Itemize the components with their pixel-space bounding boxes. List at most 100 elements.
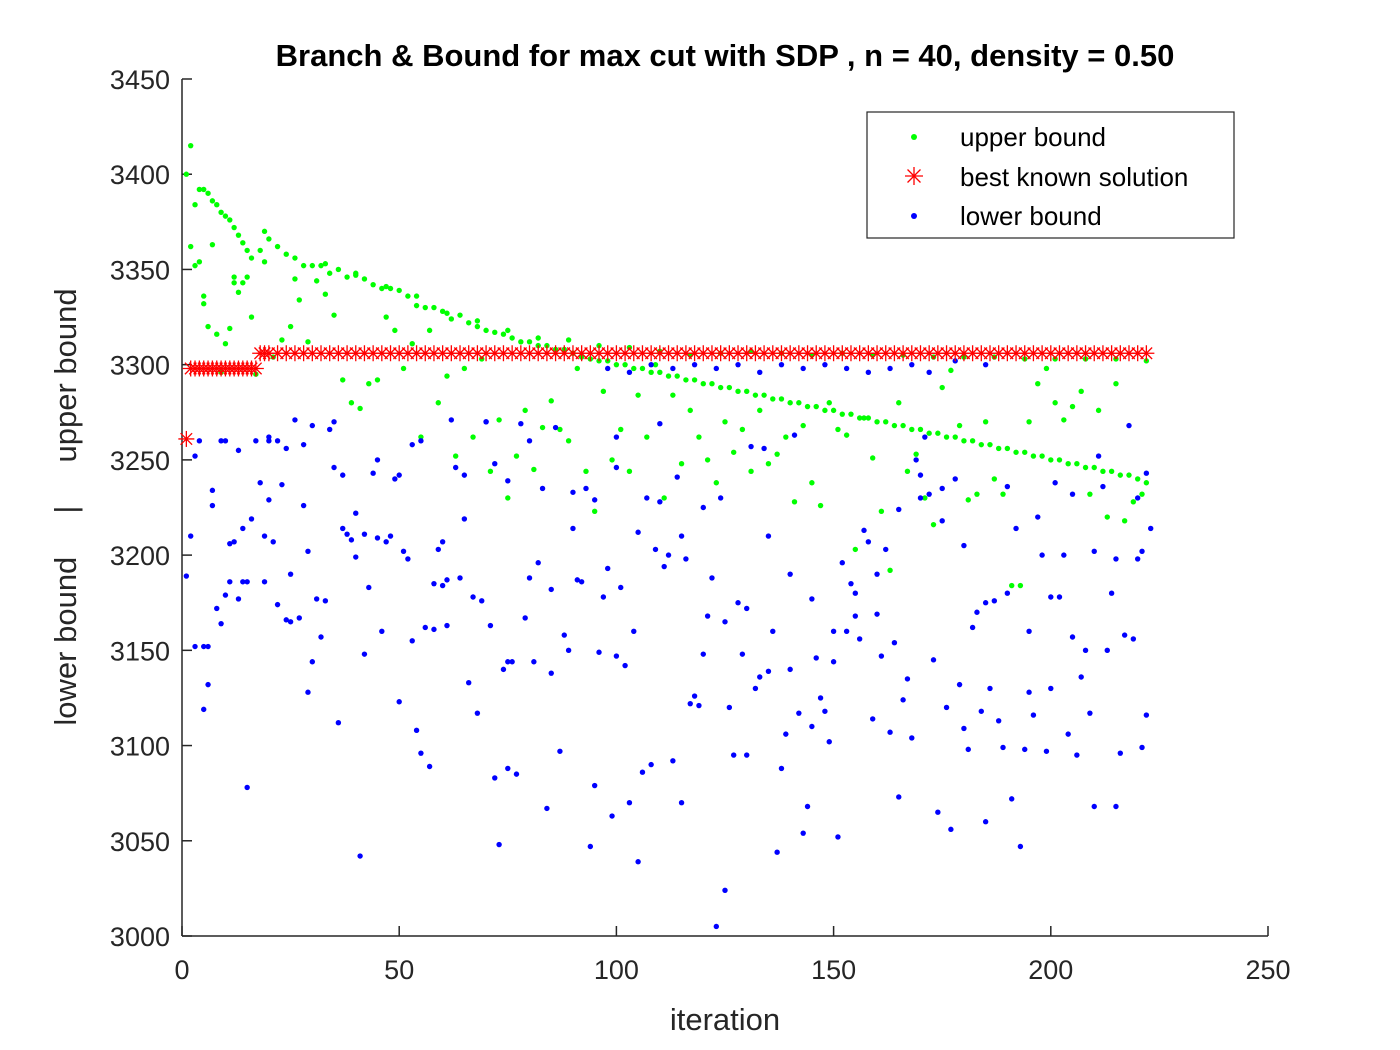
best-known-solution-series [178,345,1155,447]
lower-bound-point [578,579,585,585]
upper-bound-point [943,434,950,440]
lower-bound-point [426,763,433,770]
best-known-solution-point [591,345,608,362]
upper-bound-point [279,337,285,343]
legend-label-lower-bound: lower bound [960,201,1102,231]
upper-bound-point [961,438,967,444]
lower-bound-point [639,769,646,775]
lower-bound-point [1139,548,1145,555]
lower-bound-point [978,708,984,714]
upper-bound-point [696,434,702,440]
upper-bound-point [1069,403,1076,410]
lower-bound-point [691,361,698,368]
upper-bound-point [1134,476,1141,482]
lower-bound-point [248,516,255,522]
lower-bound-point [548,586,554,593]
lower-bound-point [843,628,850,634]
upper-bound-point [505,495,511,501]
lower-bound-point [709,575,715,581]
upper-bound-point [500,331,507,337]
lower-bound-point [322,598,329,604]
upper-bound-point [505,327,511,334]
lower-bound-point [201,706,207,713]
upper-bound-point [244,274,250,280]
lower-bound-point [1030,712,1037,718]
lower-bound-point [1091,803,1097,810]
lower-bound-point [883,546,889,553]
upper-bound-point [1000,491,1006,497]
lower-bound-point [809,596,815,602]
lower-bound-point [274,601,281,608]
lower-bound-point [778,361,785,368]
upper-bound-point [535,335,541,341]
upper-bound-point [457,312,463,318]
upper-bound-point [826,400,832,406]
x-tick-label: 250 [1245,955,1290,985]
upper-bound-point [448,316,455,322]
lower-bound-point [326,426,333,433]
lower-bound-point [1139,744,1145,751]
lower-bound-point [505,478,511,484]
lower-bound-point [644,495,650,501]
upper-bound-point [444,310,450,316]
lower-bound-point [561,632,567,638]
lower-bound-point [605,365,611,372]
upper-bound-point [874,419,880,425]
lower-bound-point [218,438,224,444]
best-known-solution-point [973,345,990,362]
y-tick-label: 3250 [110,446,170,476]
lower-bound-point [383,539,389,545]
lower-bound-point [744,752,750,758]
lower-bound-point [969,624,976,631]
lower-bound-point [896,794,902,800]
upper-bound-point [292,276,298,282]
upper-bound-point [305,339,311,345]
upper-bound-point [574,365,581,372]
upper-bound-point [357,405,363,412]
lower-bound-point [244,579,250,585]
best-known-solution-point [1094,345,1111,362]
upper-bound-point [283,251,289,257]
lower-bound-point [635,859,641,865]
lower-bound-point [392,476,398,482]
lower-bound-point [896,506,902,513]
lower-bound-point [570,489,576,495]
lower-bound-point [961,725,967,732]
upper-bound-point [896,400,902,406]
plot-area [181,79,1268,937]
upper-bound-point [227,217,233,223]
lower-bound-point [361,531,368,537]
lower-bound-point [735,600,741,606]
upper-bound-point [1065,460,1071,467]
upper-bound-point [913,451,919,457]
lower-bound-point [461,516,468,522]
upper-bound-point [865,415,872,421]
upper-bound-point [670,392,676,398]
upper-bound-point [1082,464,1089,471]
lower-bound-point [1148,525,1154,532]
upper-bound-point [1017,582,1024,589]
upper-bound-point [196,186,203,193]
upper-bound-point [969,438,976,444]
lower-bound-point [227,579,233,585]
upper-bound-point [1052,356,1058,362]
upper-bound-point [522,407,528,414]
lower-bound-point [717,495,724,501]
lower-bound-point [691,693,698,699]
upper-bound-point [987,441,993,448]
upper-bound-point [261,259,268,265]
lower-bound-point [787,571,793,577]
lower-bound-point [1100,483,1106,490]
lower-bound-point [492,775,498,781]
lower-bound-point [366,584,372,591]
upper-bound-point [509,335,515,341]
upper-bound-point [591,508,598,515]
upper-bound-point [652,361,659,368]
lower-bound-point [622,662,628,669]
legend-marker-upper-bound [911,134,917,140]
upper-bound-point [353,272,359,278]
upper-bound-point [765,460,772,467]
x-tick-label: 150 [811,955,856,985]
lower-bound-point [431,626,437,633]
